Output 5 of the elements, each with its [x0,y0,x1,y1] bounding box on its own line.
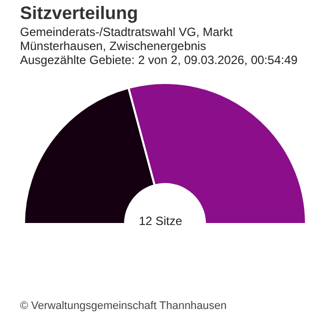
text: 12 Sitze [138,214,184,228]
text: Ausgezählte Gebiete: 2 von 2, 09.03.2026, 00:54:49 [20,53,298,67]
chart-title: Sitzverteilung [20,3,138,24]
chart-subtitle: Gemeinderats-/Stadtratswahl VG, Markt Münsterhausen, Zwischenergebnis [20,25,234,53]
text: © Verwaltungsgemeinschaft Thannhausen [20,300,227,312]
